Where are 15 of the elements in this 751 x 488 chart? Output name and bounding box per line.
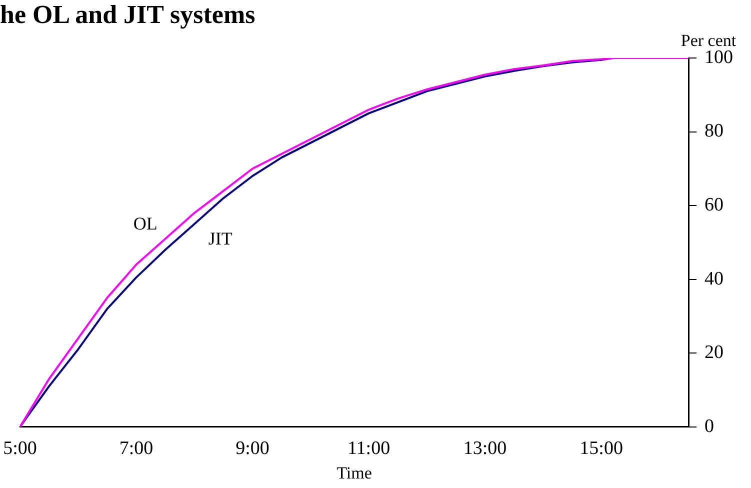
series-label: OL — [133, 213, 158, 234]
x-tick-label: 15:00 — [580, 438, 623, 460]
x-tick-label: 13:00 — [463, 438, 507, 460]
chart-title: he OL and JIT systems — [0, 0, 256, 30]
series-label: JIT — [208, 228, 232, 249]
x-tick-label: 7:00 — [119, 438, 154, 460]
y-tick-label: 40 — [704, 268, 724, 290]
y-tick-label: 20 — [704, 342, 724, 364]
y-tick-label: 80 — [704, 120, 724, 142]
y-tick-label: 0 — [704, 416, 714, 437]
x-tick-label: 9:00 — [236, 438, 270, 460]
x-axis-title: Time — [336, 463, 372, 482]
x-tick-label: 5:00 — [3, 438, 37, 460]
y-tick-label: 60 — [704, 194, 724, 216]
x-tick-label: 11:00 — [347, 438, 390, 460]
